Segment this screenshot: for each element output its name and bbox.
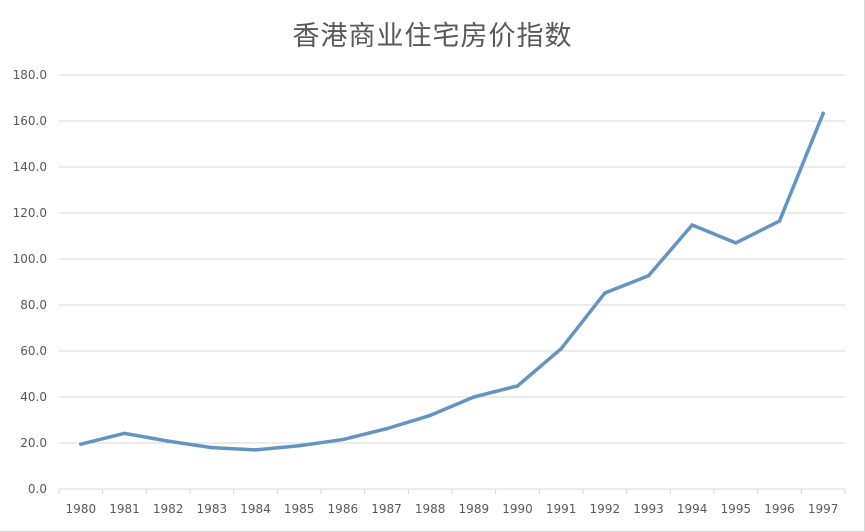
data-point [341, 437, 345, 442]
chart-title: 香港商业住宅房价指数 [292, 21, 573, 52]
x-tick-label: 1990 [502, 502, 533, 516]
x-tick-label: 1980 [66, 502, 97, 516]
x-tick-label: 1989 [459, 502, 490, 516]
x-tick-label: 1982 [153, 502, 184, 516]
x-tick-label: 1987 [371, 502, 402, 516]
series-lines [79, 111, 825, 452]
data-point [690, 223, 694, 227]
y-tick-label: 80.0 [20, 298, 47, 312]
x-tick-label: 1997 [808, 502, 839, 516]
data-point [777, 219, 782, 223]
x-tick-label: 1995 [721, 502, 752, 516]
data-point [821, 111, 825, 116]
data-point [122, 431, 127, 436]
x-tick-label: 1984 [240, 502, 271, 516]
y-tick-label: 60.0 [20, 344, 47, 358]
data-point [166, 439, 170, 443]
data-point [384, 426, 389, 431]
data-point [472, 395, 476, 399]
x-tick-label: 1992 [590, 502, 621, 516]
data-point [515, 384, 520, 388]
x-tick-label: 1983 [197, 502, 228, 516]
x-tick-label: 1994 [677, 502, 708, 516]
x-tick-label: 1996 [764, 502, 795, 516]
gridlines [59, 74, 845, 490]
x-tick-label: 1985 [284, 502, 315, 516]
x-tick-label: 1986 [328, 502, 359, 516]
data-point [428, 413, 432, 418]
y-tick-label: 0.0 [28, 482, 47, 496]
y-tick-label: 180.0 [13, 68, 47, 82]
data-point [79, 442, 83, 446]
data-point [297, 444, 301, 448]
data-point [559, 346, 563, 351]
x-tick-label: 1988 [415, 502, 446, 516]
data-point [210, 445, 214, 450]
x-axis-ticks: 1980 1981 1982 1983 1984 1985 1986 1987 1988 1989… [58, 489, 846, 516]
data-point [253, 448, 258, 452]
y-tick-label: 20.0 [20, 436, 47, 450]
x-tick-label: 1981 [109, 502, 140, 516]
y-tick-label: 120.0 [13, 206, 47, 220]
y-tick-label: 140.0 [13, 160, 47, 174]
x-tick-label: 1993 [633, 502, 664, 516]
data-point [603, 291, 607, 295]
y-tick-label: 160.0 [13, 114, 47, 128]
y-tick-label: 40.0 [20, 390, 47, 404]
data-point [734, 241, 738, 245]
y-axis-ticks: 0.0 20.0 40.0 60.0 80.0 100.0 120.0 140.0 160.0 1… [13, 68, 47, 496]
y-tick-label: 100.0 [13, 252, 47, 266]
x-tick-label: 1991 [546, 502, 577, 516]
series-line [79, 111, 825, 452]
data-point [646, 274, 651, 278]
